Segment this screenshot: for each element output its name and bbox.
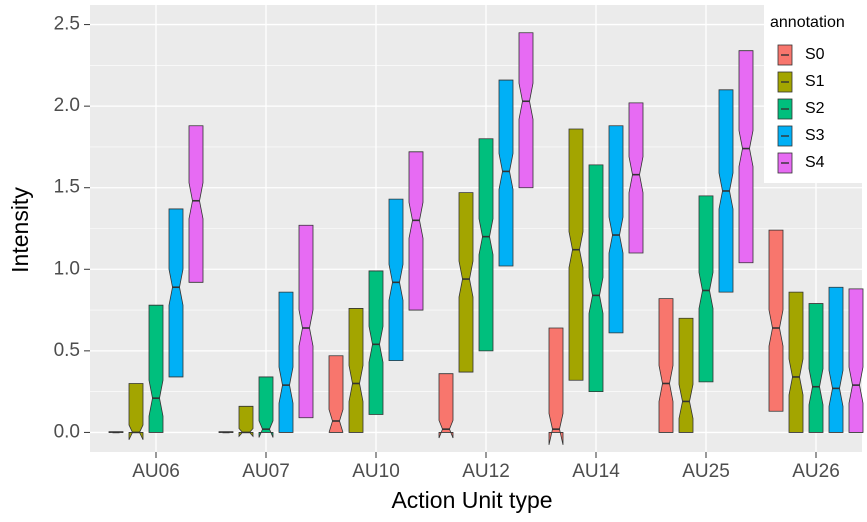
box bbox=[298, 224, 314, 419]
box bbox=[408, 151, 424, 311]
box bbox=[478, 138, 494, 352]
legend-label: S2 bbox=[805, 100, 825, 117]
x-tick-label: AU25 bbox=[682, 461, 730, 482]
y-tick-label: 0.5 bbox=[54, 340, 80, 361]
box bbox=[388, 198, 404, 362]
box bbox=[698, 195, 714, 383]
box bbox=[848, 288, 864, 433]
x-tick-label: AU12 bbox=[462, 461, 510, 482]
y-tick-label: 1.0 bbox=[54, 258, 80, 279]
box bbox=[628, 102, 644, 254]
box bbox=[548, 327, 564, 445]
box bbox=[588, 164, 604, 393]
y-tick-label: 2.0 bbox=[54, 95, 80, 116]
legend-title: annotation bbox=[770, 14, 845, 31]
x-tick-label: AU26 bbox=[792, 461, 840, 482]
box bbox=[458, 192, 474, 373]
x-tick-label: AU14 bbox=[572, 461, 620, 482]
box bbox=[278, 291, 294, 433]
box bbox=[498, 79, 514, 267]
y-tick-label: 0.0 bbox=[54, 421, 80, 442]
box bbox=[808, 303, 824, 433]
box bbox=[658, 298, 674, 433]
box bbox=[188, 125, 204, 283]
box bbox=[828, 286, 844, 433]
legend-label: S1 bbox=[805, 73, 825, 90]
legend-label: S4 bbox=[805, 154, 825, 171]
x-tick-label: AU10 bbox=[352, 461, 400, 482]
box bbox=[348, 308, 364, 433]
box bbox=[168, 208, 184, 378]
box bbox=[608, 125, 624, 334]
x-tick-label: AU07 bbox=[242, 461, 290, 482]
box bbox=[438, 373, 454, 439]
box bbox=[678, 317, 694, 433]
y-axis-title: Intensity bbox=[7, 187, 33, 273]
y-tick-label: 2.5 bbox=[54, 14, 80, 35]
x-tick-label: AU06 bbox=[132, 461, 180, 482]
box bbox=[148, 304, 164, 433]
legend-label: S0 bbox=[805, 46, 825, 63]
box bbox=[238, 405, 254, 438]
box bbox=[568, 128, 584, 381]
box bbox=[788, 291, 804, 433]
box bbox=[258, 376, 274, 438]
box bbox=[738, 50, 754, 264]
box bbox=[128, 383, 144, 440]
legend-label: S3 bbox=[805, 127, 825, 144]
x-axis-title: Action Unit type bbox=[391, 487, 552, 513]
box bbox=[368, 270, 384, 415]
box bbox=[328, 355, 344, 433]
y-tick-label: 1.5 bbox=[54, 177, 80, 198]
box bbox=[518, 32, 534, 189]
box bbox=[768, 229, 784, 412]
